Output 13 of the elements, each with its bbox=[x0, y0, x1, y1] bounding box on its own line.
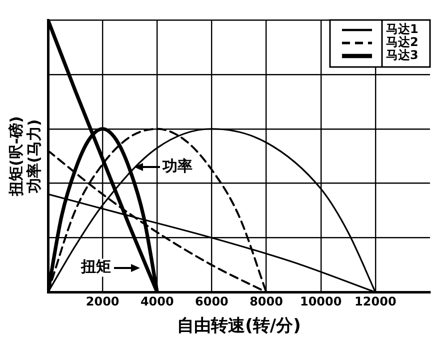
legend-label: 马达1 bbox=[386, 22, 418, 36]
y-axis-title: 扭矩(呎-磅) 功率(马力) bbox=[6, 116, 43, 198]
legend-label: 马达2 bbox=[386, 35, 418, 50]
legend-label: 马达3 bbox=[386, 48, 418, 62]
x-tick-label: 8000 bbox=[250, 294, 283, 309]
x-tick-label: 6000 bbox=[195, 294, 228, 309]
x-tick-label: 10000 bbox=[300, 294, 342, 309]
x-axis-title: 自由转速(转/分) bbox=[177, 316, 301, 336]
x-tick-label: 2000 bbox=[86, 294, 120, 309]
annotation: 功率 bbox=[162, 156, 193, 175]
x-tick-label: 4000 bbox=[140, 294, 174, 309]
annotation: 扭矩 bbox=[80, 258, 111, 276]
x-tick-label: 12000 bbox=[354, 294, 396, 309]
